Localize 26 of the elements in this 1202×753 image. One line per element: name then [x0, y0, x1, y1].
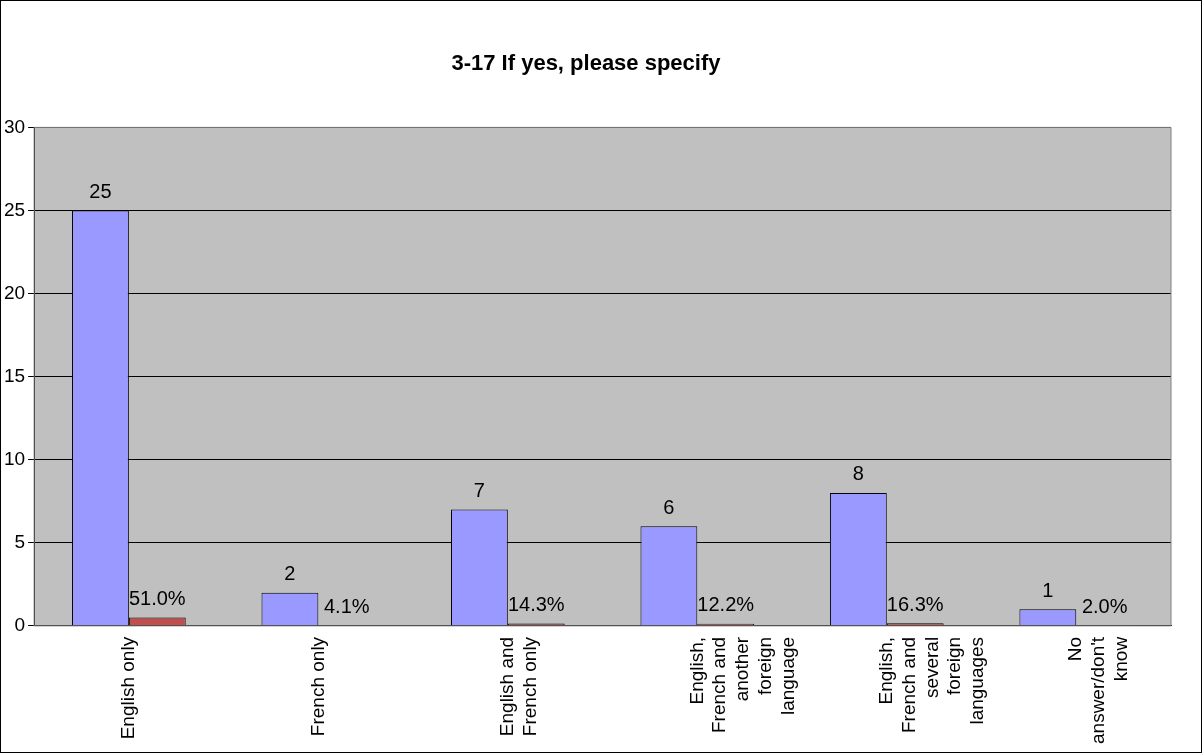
- chart-title: 3-17 If yes, please specify: [451, 50, 722, 76]
- data-label: 4.1%: [323, 594, 370, 617]
- x-tick-label: English only: [117, 636, 139, 740]
- data-label: 25: [89, 179, 112, 202]
- x-tick-label: No answer/don't know: [1064, 636, 1132, 745]
- data-label: 2: [284, 562, 296, 585]
- x-tick-label: English, French and several foreign languages: [875, 636, 988, 733]
- data-label: 1: [1042, 578, 1054, 601]
- data-label: 7: [473, 479, 485, 502]
- y-tick-label: 25: [3, 198, 26, 220]
- y-tick-label: 5: [14, 531, 26, 553]
- x-tick-label: English and French only: [496, 636, 540, 737]
- data-label: 14.3%: [507, 593, 565, 615]
- y-tick-label: 15: [3, 364, 26, 386]
- x-tick-label: French only: [306, 636, 328, 737]
- data-label: 16.3%: [886, 592, 944, 615]
- y-tick-label: 10: [3, 447, 26, 469]
- y-tick-label: 30: [3, 115, 26, 137]
- data-label: 2.0%: [1081, 595, 1128, 618]
- data-label: 51.0%: [128, 586, 186, 609]
- y-tick-label: 20: [3, 281, 26, 303]
- x-tick-label: English, French and another foreign language: [685, 636, 798, 733]
- data-label: 8: [852, 462, 864, 485]
- y-tick-label: 0: [14, 614, 26, 636]
- data-label: 6: [663, 495, 675, 518]
- data-label: 12.2%: [697, 593, 755, 616]
